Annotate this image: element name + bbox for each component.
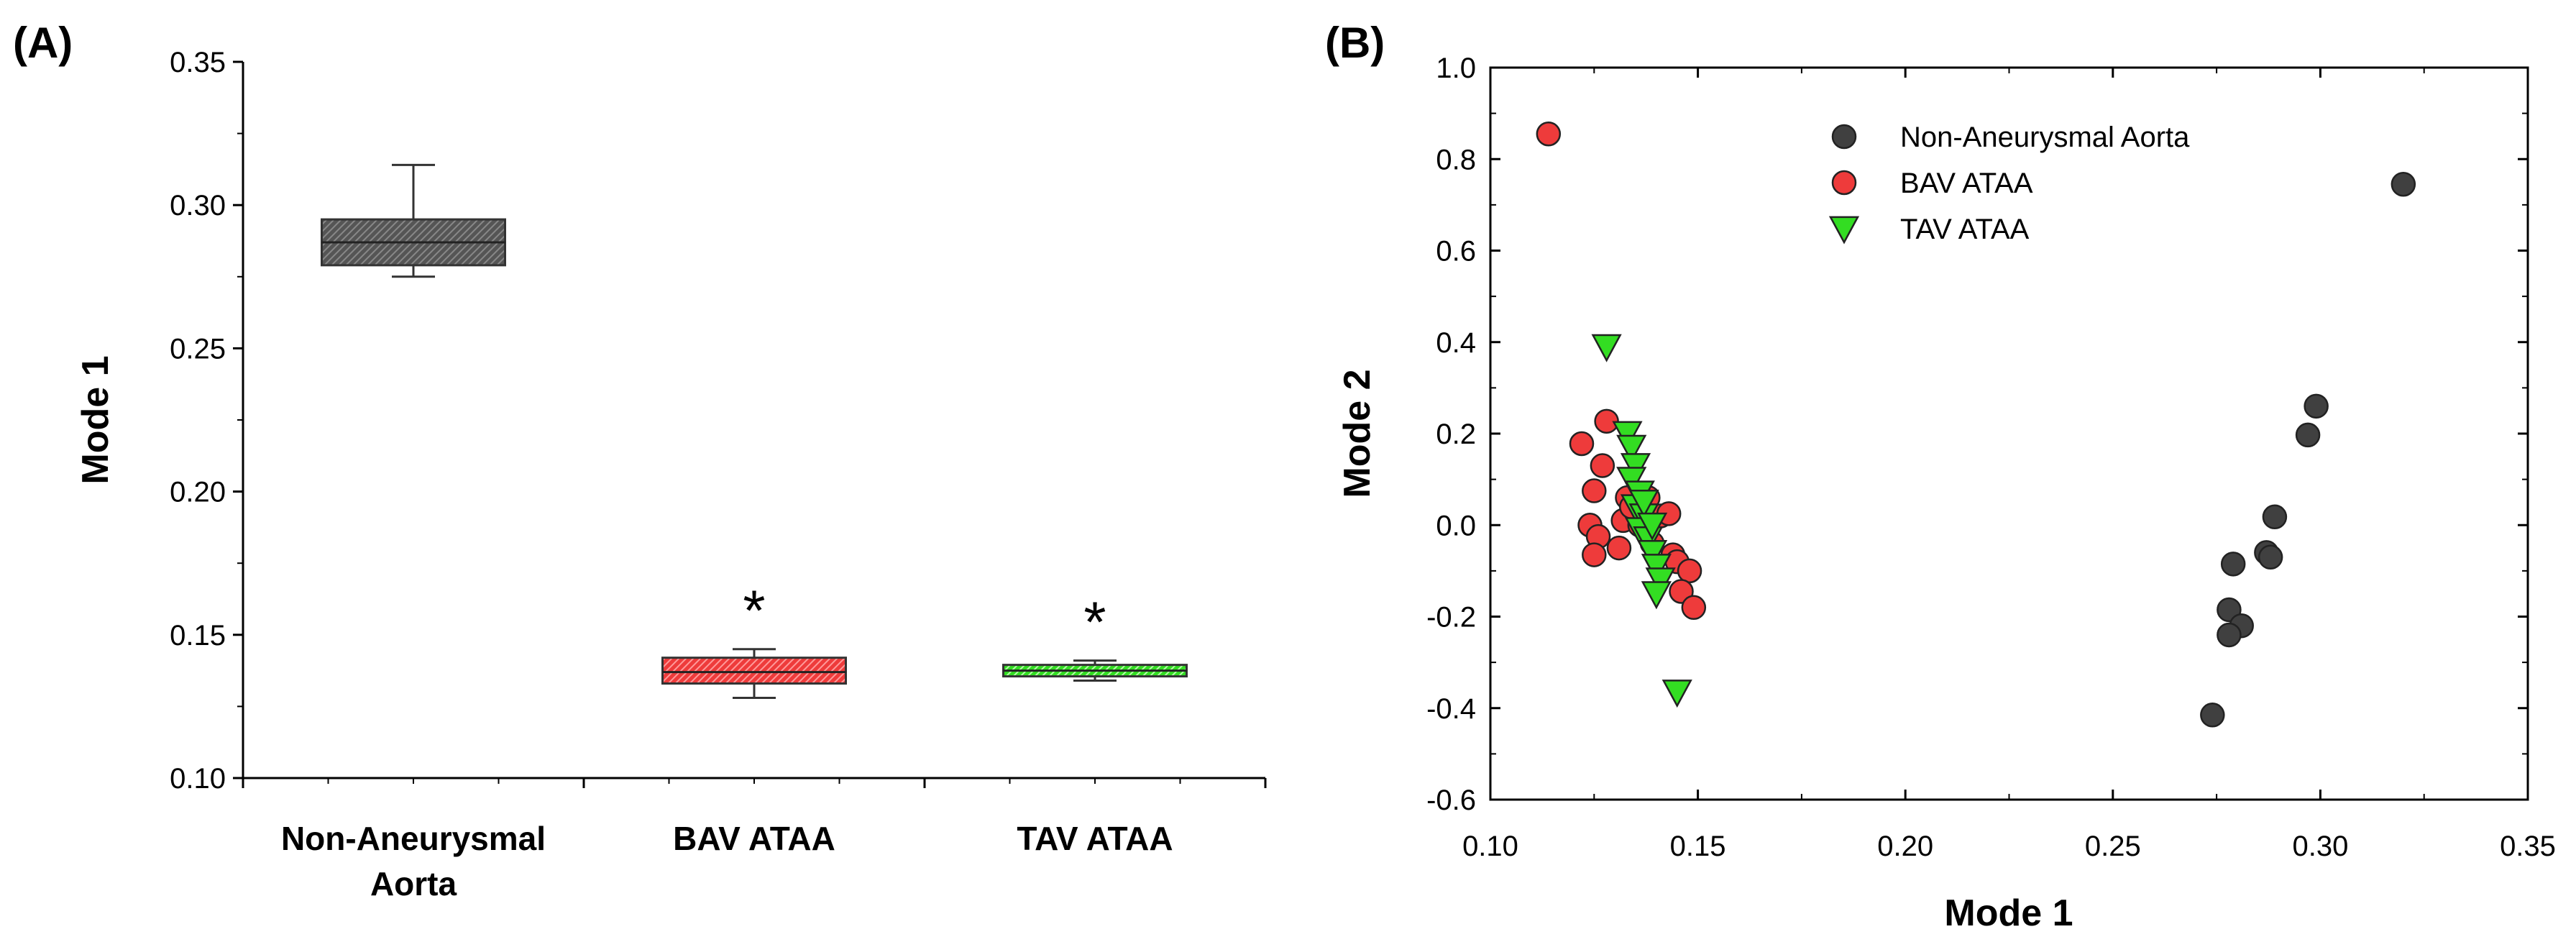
legend-marker-non_aneurysmal <box>1831 124 1857 150</box>
point-tav <box>1645 567 1676 596</box>
point-bav <box>1606 535 1632 561</box>
panel-a-box-plot: (A) 0.100.150.200.250.300.35 * * Non-Aneu… <box>13 19 1267 902</box>
point-bav <box>1681 595 1707 621</box>
x-tick-label: 0.20 <box>1877 831 1933 862</box>
point-non_aneurysmal <box>2220 552 2246 577</box>
y-tick-label: 0.4 <box>1436 327 1476 359</box>
significance-marker: * <box>743 579 765 643</box>
x-tick-label: 0.25 <box>2085 831 2141 862</box>
point-tav <box>1620 453 1651 482</box>
panel-b-y-axis-title: Mode 2 <box>1337 369 1378 498</box>
point-tav <box>1616 434 1647 463</box>
point-tav <box>1628 490 1659 518</box>
significance-marker: * <box>1083 590 1106 654</box>
point-bav <box>1569 431 1595 457</box>
category-label: Aorta <box>370 865 457 902</box>
y-tick-label: 0.30 <box>170 190 226 221</box>
y-tick-label: -0.6 <box>1426 785 1476 816</box>
y-tick-label: 0.10 <box>170 763 226 795</box>
legend-label: TAV ATAA <box>1900 214 2030 245</box>
point-non_aneurysmal <box>2217 622 2242 648</box>
panel-a-boxes: * * <box>321 163 1188 699</box>
x-tick-label: 0.10 <box>1462 831 1518 862</box>
panel-b-points <box>1536 122 2416 728</box>
y-tick-label: 0.8 <box>1436 144 1476 175</box>
legend-marker-tav <box>1828 216 1860 244</box>
point-tav <box>1637 512 1668 541</box>
y-tick-label: 0.25 <box>170 333 226 365</box>
panel-b-label: (B) <box>1325 19 1385 67</box>
panel-a-x-ticks <box>242 778 1267 788</box>
panel-a-y-ticks: 0.10 0.15 0.20 0.25 0.30 0.35 <box>170 47 243 795</box>
y-tick-label: 0.6 <box>1436 236 1476 267</box>
point-tav <box>1641 581 1672 610</box>
y-tick-label: 0.20 <box>170 477 226 508</box>
y-tick-label: 0.0 <box>1436 510 1476 541</box>
point-non_aneurysmal <box>2262 504 2288 530</box>
point-non_aneurysmal <box>2200 703 2225 728</box>
legend-label: BAV ATAA <box>1900 168 2033 199</box>
point-non_aneurysmal <box>2391 171 2416 197</box>
point-bav <box>1677 558 1702 584</box>
panel-b-y-ticks: -0.6 -0.4 -0.2 0.0 0.2 0.4 0.6 0.8 1.0 <box>1426 52 2528 816</box>
box-bav <box>661 657 847 685</box>
point-bav <box>1590 453 1615 478</box>
panel-b-scatter-plot: (B) -0.6-0.4-0.20.00.20.40.60.81.0 0.10 0… <box>1325 19 2556 934</box>
y-tick-label: 1.0 <box>1436 52 1476 84</box>
point-tav <box>1661 680 1692 708</box>
y-tick-label: -0.2 <box>1426 602 1476 634</box>
point-tav <box>1612 421 1643 449</box>
panel-a-y-axis-title: Mode 1 <box>75 355 116 484</box>
x-tick-label: 0.15 <box>1670 831 1726 862</box>
point-non_aneurysmal <box>2304 393 2329 419</box>
panel-b-x-ticks: 0.10 0.15 0.20 0.25 0.30 0.35 <box>1462 68 2556 862</box>
point-non_aneurysmal <box>2295 422 2321 448</box>
point-bav <box>1582 542 1607 567</box>
y-tick-label: 0.2 <box>1436 419 1476 450</box>
category-label: TAV ATAA <box>1017 820 1173 857</box>
y-tick-label: -0.4 <box>1426 693 1476 725</box>
x-tick-label: 0.35 <box>2500 831 2556 862</box>
panel-b-x-axis-title: Mode 1 <box>1944 892 2073 934</box>
point-tav <box>1637 540 1668 569</box>
point-tav <box>1591 334 1622 362</box>
point-bav <box>1536 122 1562 147</box>
category-label: BAV ATAA <box>673 820 835 857</box>
x-tick-label: 0.30 <box>2292 831 2348 862</box>
y-tick-label: 0.15 <box>170 620 226 651</box>
legend-marker-bav <box>1831 170 1857 196</box>
point-tav <box>1641 554 1672 582</box>
point-non_aneurysmal <box>2258 544 2283 570</box>
category-label: Non-Aneurysmal <box>281 820 546 857</box>
point-bav <box>1582 478 1607 503</box>
legend-label: Non-Aneurysmal Aorta <box>1900 122 2190 153</box>
panel-a-category-labels: Non-Aneurysmal Aorta BAV ATAA TAV ATAA <box>281 820 1173 902</box>
panel-a-label: (A) <box>13 19 73 67</box>
point-tav <box>1616 467 1647 495</box>
y-tick-label: 0.35 <box>170 47 226 78</box>
panel-b-legend: Non-Aneurysmal Aorta BAV ATAA TAV ATAA <box>1828 122 2190 245</box>
